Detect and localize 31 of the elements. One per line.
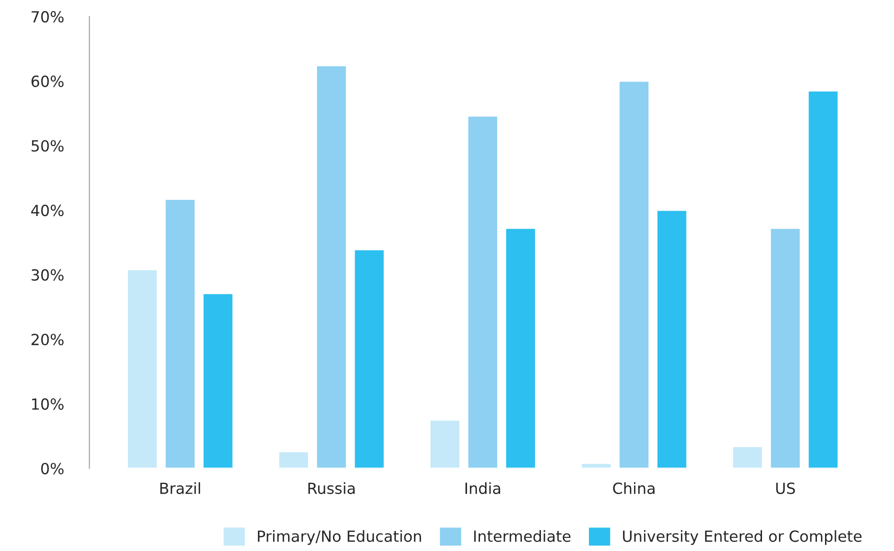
x-tick-label: China <box>613 482 654 494</box>
x-tick-label: Russia <box>308 482 355 494</box>
bar <box>732 446 764 468</box>
bar <box>429 419 461 468</box>
legend-label: Intermediate <box>474 530 570 542</box>
y-tick-label: 10% <box>32 398 64 410</box>
x-tick-label: Brazil <box>160 482 200 494</box>
bar <box>807 90 839 468</box>
bar <box>504 228 536 468</box>
legend-label: Primary/No Education <box>258 530 422 545</box>
bar <box>164 198 196 468</box>
bar <box>353 248 386 468</box>
bar <box>618 80 650 468</box>
y-tick-label: 0% <box>41 462 64 474</box>
bar <box>656 209 688 468</box>
y-tick-label: 20% <box>32 334 64 346</box>
y-tick-label: 50% <box>32 140 64 152</box>
y-tick-label: 30% <box>32 269 64 281</box>
bar <box>126 268 158 468</box>
x-tick-label: US <box>776 482 795 494</box>
bar <box>770 228 802 468</box>
bar <box>278 450 310 468</box>
bar <box>466 115 499 468</box>
bar <box>202 292 234 468</box>
x-tick-label: India <box>466 482 500 494</box>
y-tick-label: 70% <box>32 10 64 23</box>
bar <box>316 64 348 468</box>
y-tick-label: 40% <box>31 204 64 216</box>
bar <box>580 462 612 468</box>
legend-label: University Entered or Complete <box>623 530 862 545</box>
y-tick-label: 60% <box>32 76 64 88</box>
